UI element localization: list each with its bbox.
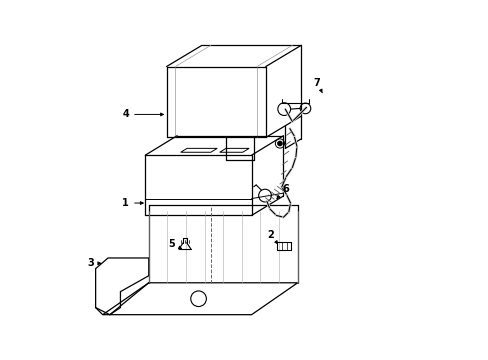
Text: 3: 3 — [87, 258, 101, 268]
Text: 1: 1 — [122, 198, 143, 208]
Text: 4: 4 — [122, 109, 163, 120]
Text: 6: 6 — [277, 184, 288, 198]
Circle shape — [277, 141, 282, 145]
Text: 7: 7 — [313, 77, 322, 93]
Text: 2: 2 — [267, 230, 277, 244]
Text: 5: 5 — [168, 239, 181, 249]
